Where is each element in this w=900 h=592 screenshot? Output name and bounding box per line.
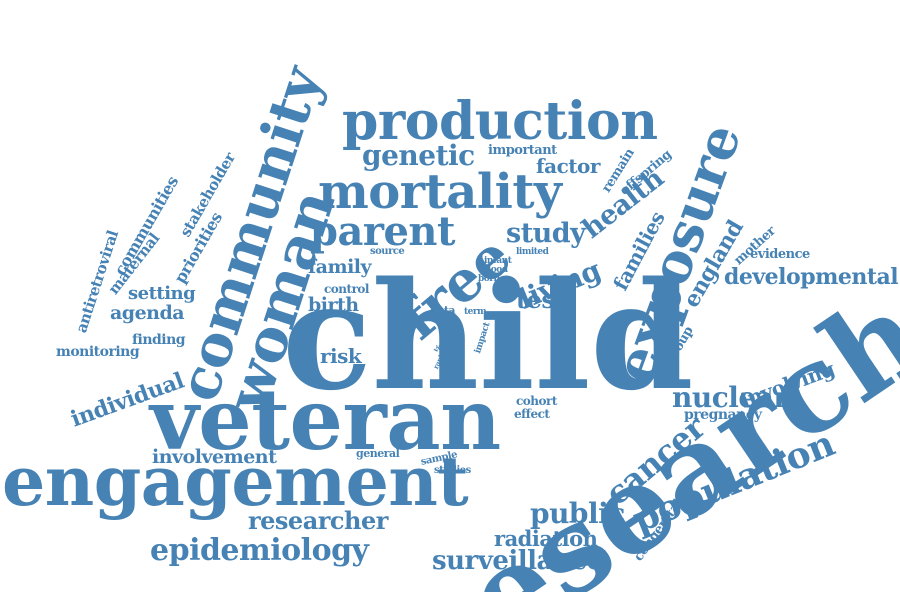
word-genetic: genetic [362,139,475,172]
word-veteran: veteran [150,370,501,469]
word-data: data [430,304,456,317]
word-born: born [478,274,500,284]
word-monitoring: monitoring [56,344,140,360]
word-limited: limited [516,247,549,257]
word-nuclear: nuclear [672,381,788,414]
word-effect: effect [514,407,550,421]
word-general: general [356,447,400,460]
word-production: production [342,91,658,152]
word-pregnancy: pregnancy [684,407,762,423]
word-child: child [282,249,694,423]
word-evidence: evidence [750,247,810,262]
word-birth: birth [308,294,359,316]
word-communities: communities [110,173,183,279]
word-family: family [308,256,372,278]
word-developmental: developmental [724,264,899,290]
word-involvement: involvement [152,446,277,468]
word-infant: infant [484,256,512,266]
word-studies: studies [434,465,471,476]
word-radiation: radiation [494,526,598,551]
word-important: important [488,143,557,158]
word-risk: risk [320,344,362,368]
word-blood: blood [482,265,508,275]
word-researcher: researcher [248,506,388,535]
word-agenda: agenda [110,302,185,324]
word-parent: parent [310,208,455,255]
word-public: public [530,497,625,530]
word-factor: factor [536,154,600,178]
word-test: test [516,285,565,314]
word-control: control [324,282,369,296]
word-term: term [464,307,487,317]
word-surveillance: surveillance [432,546,603,576]
word-source: source [370,246,405,257]
word-mortality: mortality [318,164,562,220]
word-epidemiology: epidemiology [150,533,369,568]
word-study: study [506,218,586,249]
word-cohort: cohort [516,394,557,408]
word-finding: finding [132,332,186,348]
word-setting: setting [128,283,196,304]
word-engagement: engagement [2,442,469,522]
